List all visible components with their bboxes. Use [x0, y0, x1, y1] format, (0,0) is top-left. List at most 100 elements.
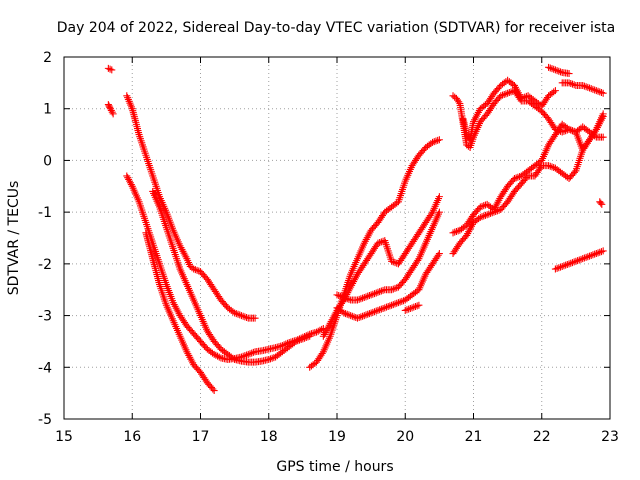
data-point [377, 287, 385, 295]
data-point [551, 87, 559, 95]
data-point [292, 337, 300, 345]
series-arc-10 [333, 250, 443, 322]
data-point [336, 292, 344, 300]
data-point [343, 295, 351, 303]
data-point [478, 213, 486, 221]
data-point [579, 81, 587, 89]
data-point [388, 257, 396, 265]
data-point [432, 137, 440, 145]
data-point [570, 127, 578, 135]
data-point [301, 334, 309, 342]
data-point [562, 261, 570, 269]
data-point [599, 133, 607, 141]
data-point [499, 91, 507, 99]
data-point [333, 291, 341, 299]
data-point [364, 292, 372, 300]
data-point [379, 304, 387, 312]
x-tick-label: 21 [465, 429, 483, 445]
data-point [560, 262, 568, 270]
data-point [563, 261, 571, 269]
data-point [246, 350, 254, 358]
data-point [340, 293, 348, 301]
data-point [391, 284, 399, 292]
data-point [398, 297, 406, 305]
data-point [555, 67, 563, 75]
y-tick-label: 1 [43, 102, 52, 118]
y-tick-label: 0 [43, 153, 52, 169]
data-point [505, 89, 513, 97]
data-point [565, 260, 573, 268]
data-point [353, 314, 361, 322]
data-point [394, 299, 402, 307]
series-arc-19 [596, 198, 606, 208]
data-point [389, 285, 397, 293]
data-point [413, 302, 421, 310]
data-point [371, 290, 379, 298]
data-point [545, 63, 553, 71]
data-point [565, 79, 573, 87]
data-point [558, 262, 566, 270]
data-point [266, 355, 274, 363]
data-point [355, 314, 363, 322]
data-point [251, 314, 259, 322]
data-point [599, 247, 607, 255]
data-point [249, 348, 257, 356]
data-point [434, 251, 442, 259]
data-point [580, 82, 588, 90]
data-point [340, 309, 348, 317]
data-point [594, 87, 602, 95]
series-arc-8 [319, 193, 443, 340]
data-point [362, 293, 370, 301]
x-tick-labels: 15 16 17 18 19 20 21 22 23 [55, 429, 619, 445]
series-arc-13 [459, 76, 559, 144]
data-point [567, 126, 575, 134]
data-point [597, 89, 605, 97]
x-tick-label: 19 [328, 429, 346, 445]
data-point [568, 259, 576, 267]
data-point [393, 299, 401, 307]
data-point [367, 309, 375, 317]
data-point [435, 193, 443, 201]
x-tick-label: 22 [533, 429, 551, 445]
data-point [297, 335, 305, 343]
data-point [594, 249, 602, 257]
data-point [592, 87, 600, 95]
data-point [106, 103, 114, 111]
data-point [299, 335, 307, 343]
data-point [480, 212, 488, 220]
data-point [347, 312, 355, 320]
data-point [209, 385, 217, 393]
data-point [106, 65, 114, 73]
data-point [548, 65, 556, 73]
data-point [599, 89, 607, 97]
data-point [572, 257, 580, 265]
data-point [388, 301, 396, 309]
data-point [598, 200, 606, 208]
data-point [481, 211, 489, 219]
data-point [452, 228, 460, 236]
data-point [545, 162, 553, 170]
data-point [584, 253, 592, 261]
data-point [551, 66, 559, 74]
series-arc-9 [333, 208, 443, 304]
x-tick-label: 20 [396, 429, 414, 445]
data-point [369, 308, 377, 316]
data-point [374, 306, 382, 314]
data-point [248, 349, 256, 357]
y-axis-title: SDTVAR / TECUs [6, 181, 22, 296]
series-arc-18 [551, 247, 607, 273]
data-point [571, 168, 579, 176]
data-point [364, 310, 372, 318]
data-point [338, 293, 346, 301]
data-point [514, 173, 522, 181]
data-point [575, 256, 583, 264]
data-point [108, 66, 116, 74]
data-point [550, 65, 558, 73]
x-tick-label: 23 [601, 429, 619, 445]
data-point [449, 229, 457, 237]
data-point [568, 80, 576, 88]
data-point [555, 264, 563, 272]
data-point [377, 305, 385, 313]
data-point [493, 207, 501, 215]
